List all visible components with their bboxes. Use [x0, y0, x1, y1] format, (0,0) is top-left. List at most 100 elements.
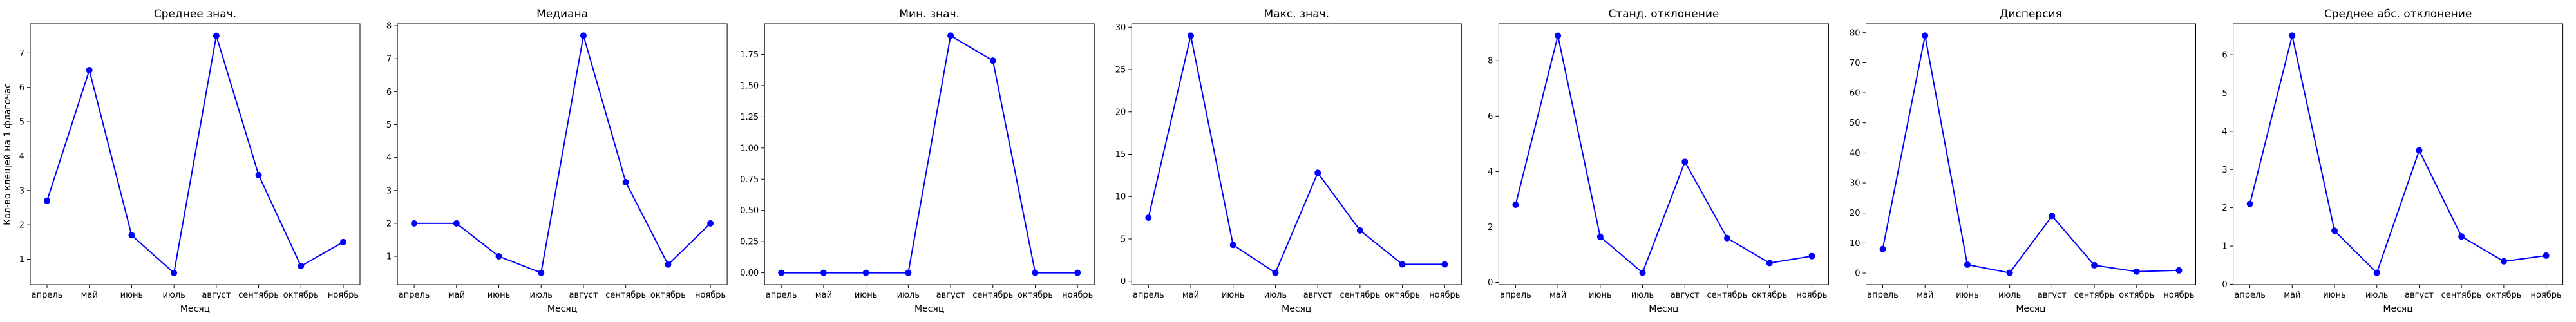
data-point — [1512, 202, 1519, 209]
y-tick-label: 1.75 — [740, 50, 759, 60]
y-tick-label: 0.50 — [740, 206, 759, 216]
data-point — [622, 178, 629, 185]
x-tick-label: июнь — [1956, 290, 1979, 300]
x-tick-label: сентябрь — [2441, 290, 2482, 300]
x-tick-label: сентябрь — [972, 290, 1013, 300]
data-point — [1596, 233, 1604, 240]
y-tick-label: 5 — [2222, 89, 2227, 99]
data-point — [2133, 268, 2140, 275]
x-tick-label: июнь — [120, 290, 144, 300]
plot-frame — [30, 23, 361, 285]
x-axis-label: Месяц — [2383, 304, 2412, 314]
data-point — [1922, 32, 1929, 39]
data-point — [2175, 267, 2183, 274]
y-tick-label: 0 — [1855, 269, 1860, 279]
y-tick-label: 3 — [2222, 166, 2227, 175]
data-point — [2289, 32, 2296, 39]
y-tick-label: 20 — [1850, 209, 1861, 218]
x-tick-label: август — [202, 290, 231, 300]
plot-frame — [397, 23, 728, 285]
series-line — [781, 34, 1078, 274]
y-tick-label: 2 — [19, 221, 24, 231]
x-tick-label: май — [815, 290, 832, 300]
data-point — [2373, 269, 2380, 276]
series-line — [1882, 35, 2179, 274]
x-tick-label: июль — [1998, 290, 2021, 300]
data-point — [1441, 261, 1448, 268]
data-point — [989, 57, 996, 64]
chart-title: Дисперсия — [2000, 8, 2062, 21]
data-point — [1314, 169, 1321, 176]
y-tick-label: 10 — [1850, 239, 1861, 249]
y-tick-label: 1.25 — [740, 113, 759, 122]
x-tick-label: апрель — [32, 290, 63, 300]
chart-title: Станд. отклонение — [1608, 8, 1719, 21]
y-tick-label: 7 — [386, 55, 392, 64]
y-tick-label: 8 — [1488, 57, 1493, 66]
data-point — [2543, 252, 2550, 259]
y-tick-label: 0.25 — [740, 238, 759, 247]
y-tick-label: 1.00 — [740, 144, 759, 153]
data-point — [1032, 269, 1039, 276]
data-point — [2331, 227, 2338, 234]
x-tick-label: ноябрь — [2530, 290, 2561, 300]
series-line — [1148, 35, 1445, 274]
x-tick-label: октябрь — [1385, 290, 1420, 300]
data-point — [298, 263, 305, 270]
x-tick-label: апрель — [1500, 290, 1531, 300]
y-tick-label: 0.75 — [740, 175, 759, 185]
data-point — [86, 67, 93, 74]
x-tick-label: июнь — [1222, 290, 1245, 300]
x-tick-label: июнь — [488, 290, 511, 300]
chart-panel-3: Мин. знач. апрель май июнь июль август сентябр… — [740, 8, 1095, 314]
x-axis-label: Месяц — [1282, 304, 1311, 314]
x-tick-label: сентябрь — [2074, 290, 2115, 300]
chart-panel-7: Среднее абс. отклонение апрель май июнь июль… — [2222, 8, 2564, 314]
y-tick-label: 15 — [1115, 150, 1126, 160]
chart-panel-6: Дисперсия апрель май июнь июль август сентябрь… — [1850, 8, 2196, 314]
data-point — [707, 220, 714, 227]
y-tick-label: 30 — [1115, 23, 1126, 33]
data-point — [1229, 242, 1236, 249]
x-tick-label: ноябрь — [1796, 290, 1827, 300]
x-tick-label: октябрь — [2119, 290, 2154, 300]
data-point — [2458, 233, 2465, 240]
x-tick-label: август — [2038, 290, 2067, 300]
data-point — [947, 32, 954, 39]
x-tick-label: ноябрь — [1062, 290, 1093, 300]
y-tick-label: 0 — [1121, 277, 1126, 287]
plot-frame — [2233, 23, 2564, 285]
x-tick-label: август — [2405, 290, 2434, 300]
x-axis-label: Месяц — [1649, 304, 1678, 314]
x-tick-label: май — [81, 290, 98, 300]
data-point — [2246, 200, 2253, 207]
y-tick-label: 1.50 — [740, 81, 759, 91]
y-tick-label: 5 — [386, 120, 392, 130]
x-tick-label: июль — [162, 290, 185, 300]
y-tick-label: 40 — [1850, 149, 1861, 158]
data-point — [1879, 245, 1886, 252]
data-point — [1766, 260, 1773, 267]
chart-panel-1: Среднее знач. апрель май июнь июль август сент… — [3, 8, 361, 314]
x-tick-label: май — [2284, 290, 2300, 300]
x-tick-label: сентябрь — [238, 290, 279, 300]
x-tick-label: ноябрь — [1429, 290, 1460, 300]
x-tick-label: июнь — [2323, 290, 2346, 300]
data-point — [495, 253, 502, 260]
plot-frame — [1498, 23, 1829, 285]
data-point — [2500, 258, 2507, 265]
chart-title: Мин. знач. — [899, 8, 960, 21]
y-tick-label: 6 — [2222, 51, 2227, 61]
x-axis-label: Месяц — [180, 304, 210, 314]
x-tick-label: август — [1671, 290, 1700, 300]
y-tick-label: 25 — [1115, 66, 1126, 75]
y-tick-label: 20 — [1115, 108, 1126, 117]
x-tick-label: июль — [1264, 290, 1287, 300]
data-point — [2416, 147, 2423, 154]
x-axis-label: Месяц — [914, 304, 944, 314]
y-tick-label: 4 — [2222, 127, 2227, 137]
y-tick-label: 1 — [386, 252, 392, 262]
x-tick-label: апрель — [2234, 290, 2266, 300]
x-tick-label: октябрь — [1752, 290, 1787, 300]
